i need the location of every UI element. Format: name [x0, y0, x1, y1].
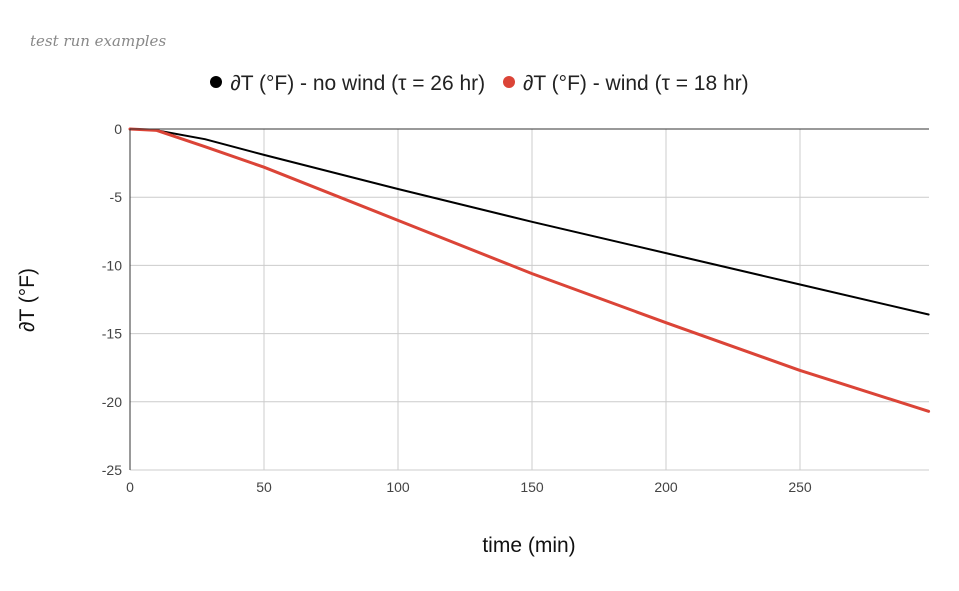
- y-tick-label: -25: [102, 462, 122, 478]
- y-axis-label: ∂T (°F): [16, 268, 39, 332]
- data-series: [128, 127, 931, 413]
- legend-item-no-wind[interactable]: ∂T (°F) - no wind (τ = 26 hr): [210, 72, 485, 96]
- legend-dot-icon: [210, 76, 223, 89]
- y-tick-label: 0: [114, 121, 122, 137]
- chart-legend: ∂T (°F) - no wind (τ = 26 hr) ∂T (°F) - …: [0, 72, 959, 96]
- y-tick-label: -15: [102, 326, 122, 342]
- x-tick-label: 50: [256, 479, 272, 495]
- legend-label: ∂T (°F) - wind (τ = 18 hr): [523, 72, 749, 95]
- x-tick-label: 150: [520, 479, 544, 495]
- x-axis-label: time (min): [482, 534, 576, 557]
- x-tick-label: 100: [386, 479, 410, 495]
- chart-caption: test run examples: [30, 32, 167, 50]
- series-line-no-wind[interactable]: [129, 128, 930, 316]
- y-tick-label: -10: [102, 257, 122, 273]
- legend-item-wind[interactable]: ∂T (°F) - wind (τ = 18 hr): [503, 72, 749, 96]
- axis-ticks: 0-5-10-15-20-250 50 100 150 200 250: [102, 121, 812, 495]
- legend-label: ∂T (°F) - no wind (τ = 26 hr): [230, 72, 486, 95]
- y-tick-label: -5: [110, 189, 123, 205]
- gridlines: [130, 129, 929, 471]
- legend-dot-icon: [503, 76, 516, 89]
- x-tick-label: 0: [126, 479, 134, 495]
- series-line-wind[interactable]: [128, 127, 931, 413]
- x-tick-label: 250: [788, 479, 812, 495]
- y-tick-label: -20: [102, 394, 122, 410]
- x-tick-label: 200: [654, 479, 678, 495]
